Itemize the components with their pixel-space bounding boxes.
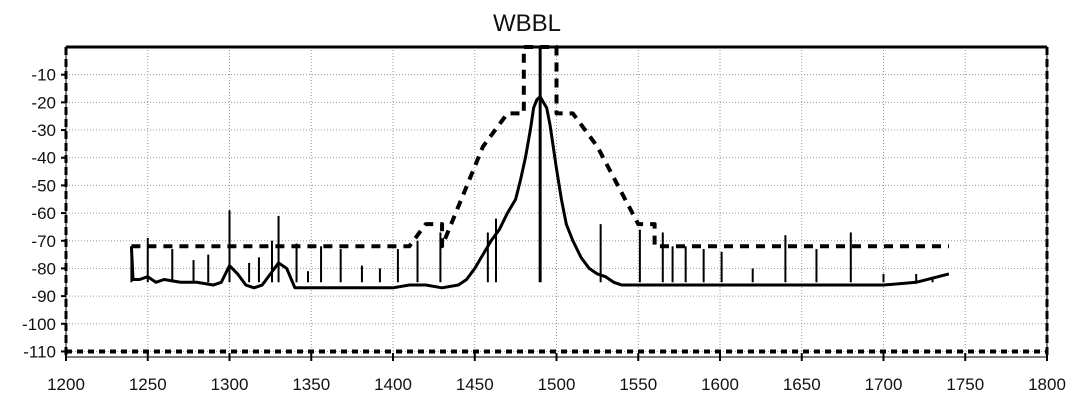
x-tick-label: 1250	[129, 375, 167, 394]
y-tick-label: -100	[22, 315, 56, 334]
x-tick-label: 1200	[47, 375, 85, 394]
y-tick-label: -20	[31, 93, 56, 112]
x-tick-label: 1300	[211, 375, 249, 394]
x-tick-label: 1600	[701, 375, 739, 394]
y-tick-label: -10	[31, 66, 56, 85]
y-tick-label: -30	[31, 121, 56, 140]
measured-spectrum-series	[129, 95, 950, 290]
y-tick-label: -50	[31, 176, 56, 195]
y-tick-label: -40	[31, 149, 56, 168]
x-tick-label: 1500	[538, 375, 576, 394]
x-tick-label: 1700	[865, 375, 903, 394]
y-tick-label: -70	[31, 232, 56, 251]
x-tick-label: 1750	[946, 375, 984, 394]
chart-title: WBBL	[493, 10, 561, 37]
y-tick-label: -60	[31, 204, 56, 223]
y-tick-label: -80	[31, 259, 56, 278]
plot-area	[65, 46, 1048, 358]
x-tick-label: 1800	[1028, 375, 1066, 394]
gridlines	[66, 47, 1047, 357]
plot-background	[65, 46, 1048, 358]
y-tick-label: -90	[31, 287, 56, 306]
y-tick-label: -110	[23, 342, 56, 361]
x-tick-label: 1400	[374, 375, 412, 394]
tick-labels: 1200 1250 1300 1350 1400 1450 1500 1550 1600 1650…	[22, 66, 1066, 394]
x-tick-label: 1550	[619, 375, 657, 394]
x-tick-label: 1650	[783, 375, 821, 394]
x-tick-label: 1450	[456, 375, 494, 394]
x-tick-label: 1350	[292, 375, 330, 394]
